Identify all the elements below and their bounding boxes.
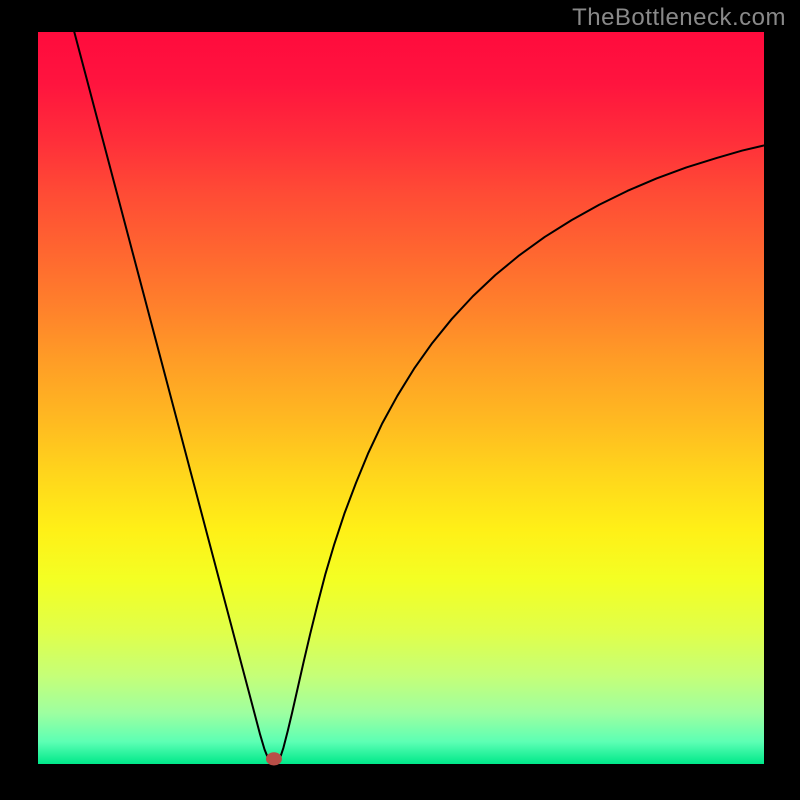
minimum-marker	[266, 752, 282, 765]
plot-background	[38, 32, 764, 764]
bottleneck-chart	[0, 0, 800, 800]
chart-container: TheBottleneck.com	[0, 0, 800, 800]
watermark-text: TheBottleneck.com	[572, 4, 786, 32]
